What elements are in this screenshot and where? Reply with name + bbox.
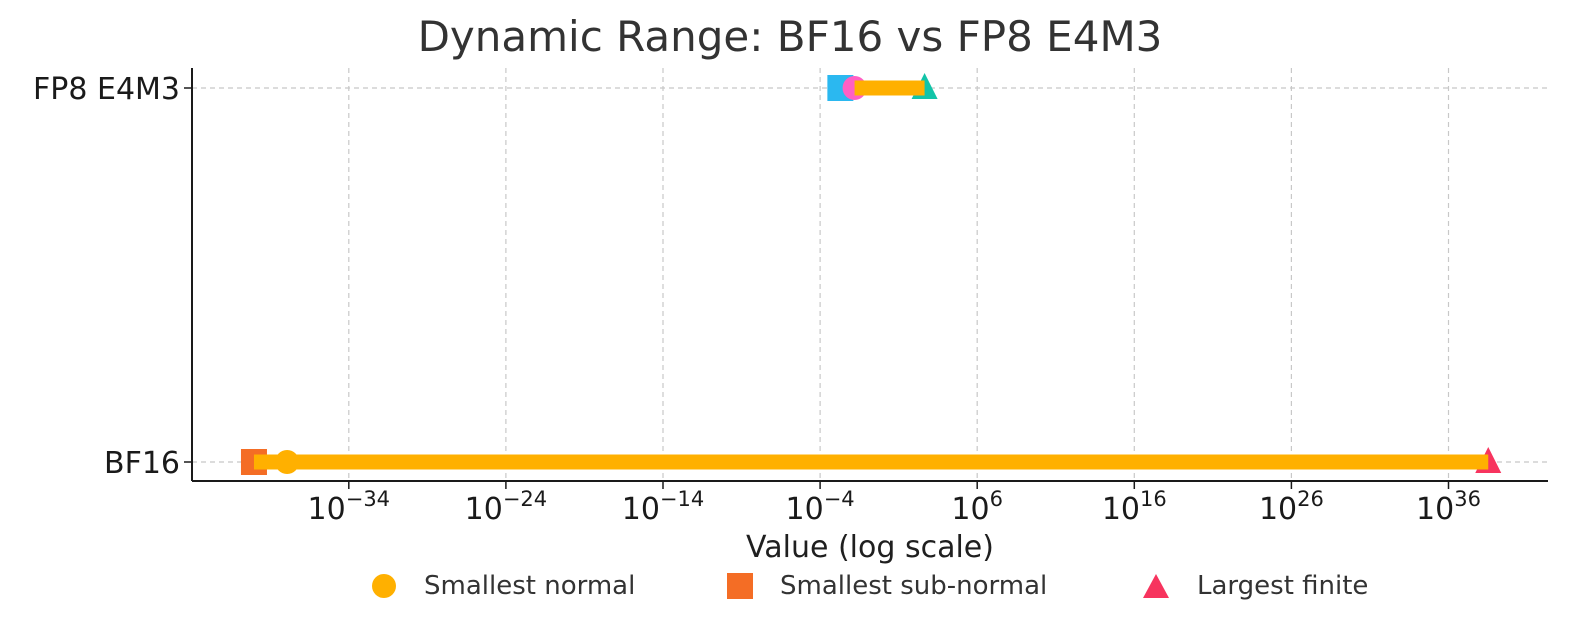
- legend-label-smallest-subnormal: Smallest sub-normal: [780, 571, 1048, 601]
- legend-item-smallest-subnormal: Smallest sub-normal: [726, 566, 1047, 606]
- x-tick-label: 10−4: [786, 487, 855, 527]
- y-tick-label: BF16: [104, 446, 180, 481]
- legend-item-largest-finite: Largest finite: [1141, 566, 1368, 606]
- legend-label-smallest-normal: Smallest normal: [424, 571, 636, 601]
- legend-square-marker: [727, 573, 753, 599]
- x-tick-label: 106: [951, 487, 1003, 527]
- x-tick-label: 10−24: [465, 487, 548, 527]
- y-tick-label: FP8 E4M3: [33, 72, 180, 107]
- x-tick-label: 1016: [1102, 487, 1167, 527]
- legend-circle-marker: [372, 574, 396, 598]
- legend-triangle-marker: [1143, 574, 1169, 598]
- legend-triangle-shape: [1143, 574, 1169, 598]
- x-tick-label: 10−34: [308, 487, 391, 527]
- legend: Smallest normal Smallest sub-normal Larg…: [0, 566, 1580, 606]
- x-tick-label: 10−14: [622, 487, 705, 527]
- legend-circle-shape: [372, 574, 396, 598]
- x-tick-label: 1026: [1259, 487, 1324, 527]
- chart-title: Dynamic Range: BF16 vs FP8 E4M3: [417, 12, 1163, 61]
- x-tick-label: 1036: [1416, 487, 1481, 527]
- legend-label-largest-finite: Largest finite: [1197, 571, 1369, 601]
- legend-square-shape: [727, 573, 753, 599]
- legend-item-smallest-normal: Smallest normal: [370, 566, 635, 606]
- x-axis-label: Value (log scale): [746, 530, 994, 565]
